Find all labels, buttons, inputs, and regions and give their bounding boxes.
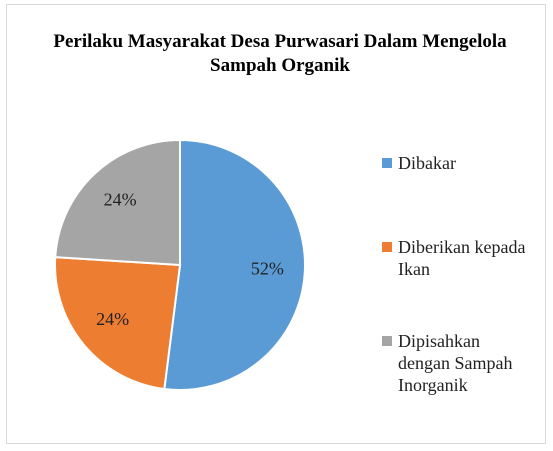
legend-label: Diberikan kepada Ikan <box>398 237 526 279</box>
pie-slice <box>54 256 182 391</box>
chart-frame <box>6 4 546 444</box>
legend-label: Dibakar <box>398 153 456 173</box>
data-label: 24% <box>96 309 129 329</box>
pie-slice <box>54 138 181 267</box>
legend-item: Diberikan kepada Ikan <box>382 236 528 280</box>
chart-title: Perilaku Masyarakat Desa Purwasari Dalam… <box>53 31 507 76</box>
data-label: 52% <box>251 259 284 279</box>
data-label: 24% <box>104 189 137 209</box>
legend-swatch <box>382 336 392 346</box>
legend-swatch <box>382 242 392 252</box>
legend-item: Dipisahkan dengan Sampah Inorganik <box>382 330 528 396</box>
legend-label: Dipisahkan dengan Sampah Inorganik <box>398 331 513 395</box>
legend-item: Dibakar <box>382 152 528 174</box>
legend-swatch <box>382 158 392 168</box>
pie-slice <box>163 138 306 391</box>
